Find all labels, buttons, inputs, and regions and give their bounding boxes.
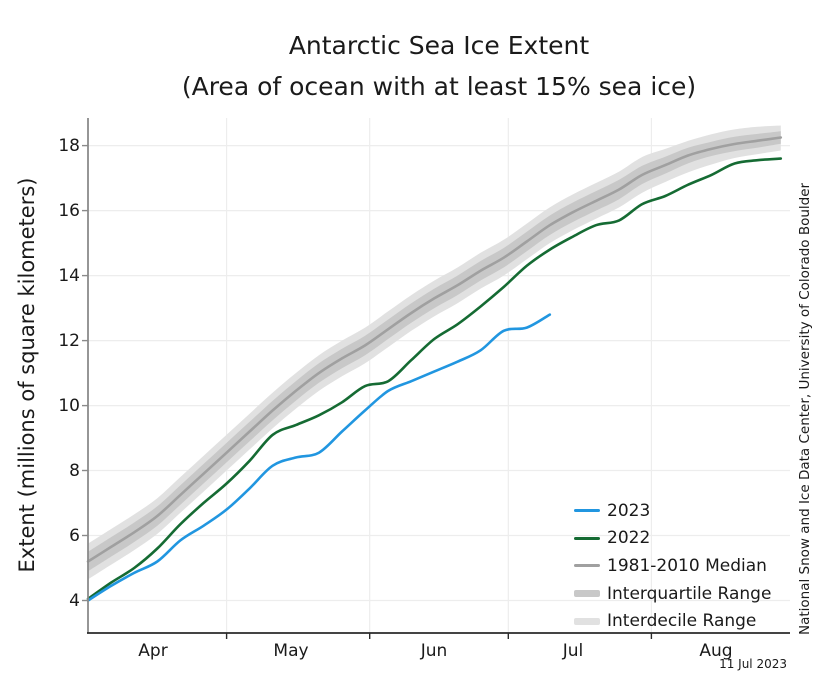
y-tick-label: 8 xyxy=(69,461,80,481)
legend-item: 2023 xyxy=(574,497,771,525)
credit-text: National Snow and Ice Data Center, Unive… xyxy=(797,182,813,636)
line-1981-2010-median xyxy=(86,136,783,563)
legend-item: Interquartile Range xyxy=(574,580,771,608)
legend-swatch-line xyxy=(574,564,600,568)
x-tick-label-aug: Aug xyxy=(699,641,733,661)
line-2023 xyxy=(86,313,552,602)
date-stamp: 11 Jul 2023 xyxy=(719,657,787,671)
x-tick-label-may: May xyxy=(273,641,309,661)
x-tick-label-jun: Jun xyxy=(420,641,448,661)
legend-swatch-band xyxy=(574,590,600,598)
chart-subtitle: (Area of ocean with at least 15% sea ice… xyxy=(181,72,697,101)
legend-item: 1981-2010 Median xyxy=(574,552,771,580)
chart-title: Antarctic Sea Ice Extent xyxy=(288,31,590,60)
y-tick-label: 10 xyxy=(58,396,80,416)
legend-label: 1981-2010 Median xyxy=(607,555,767,576)
legend-label: 2023 xyxy=(607,500,651,521)
line-2022 xyxy=(86,157,783,601)
y-tick-label: 16 xyxy=(58,201,80,221)
y-tick-label: 6 xyxy=(69,526,80,546)
legend-item: 2022 xyxy=(574,525,771,553)
legend-swatch-line xyxy=(574,536,600,540)
x-tick-label-apr: Apr xyxy=(138,641,168,661)
y-tick-label: 14 xyxy=(58,266,80,286)
legend-label: Interdecile Range xyxy=(607,611,757,632)
legend-swatch-band xyxy=(574,617,600,625)
x-tick-label-jul: Jul xyxy=(562,641,584,661)
legend: 2023 2022 1981-2010 Median Interquartile Ra… xyxy=(574,497,771,635)
y-tick-label: 18 xyxy=(58,136,80,156)
y-tick-label: 12 xyxy=(58,331,80,351)
legend-label: 2022 xyxy=(607,528,651,549)
y-tick-label: 4 xyxy=(69,591,80,611)
legend-label: Interquartile Range xyxy=(607,583,772,604)
legend-swatch-line xyxy=(574,509,600,513)
legend-item: Interdecile Range xyxy=(574,607,771,635)
